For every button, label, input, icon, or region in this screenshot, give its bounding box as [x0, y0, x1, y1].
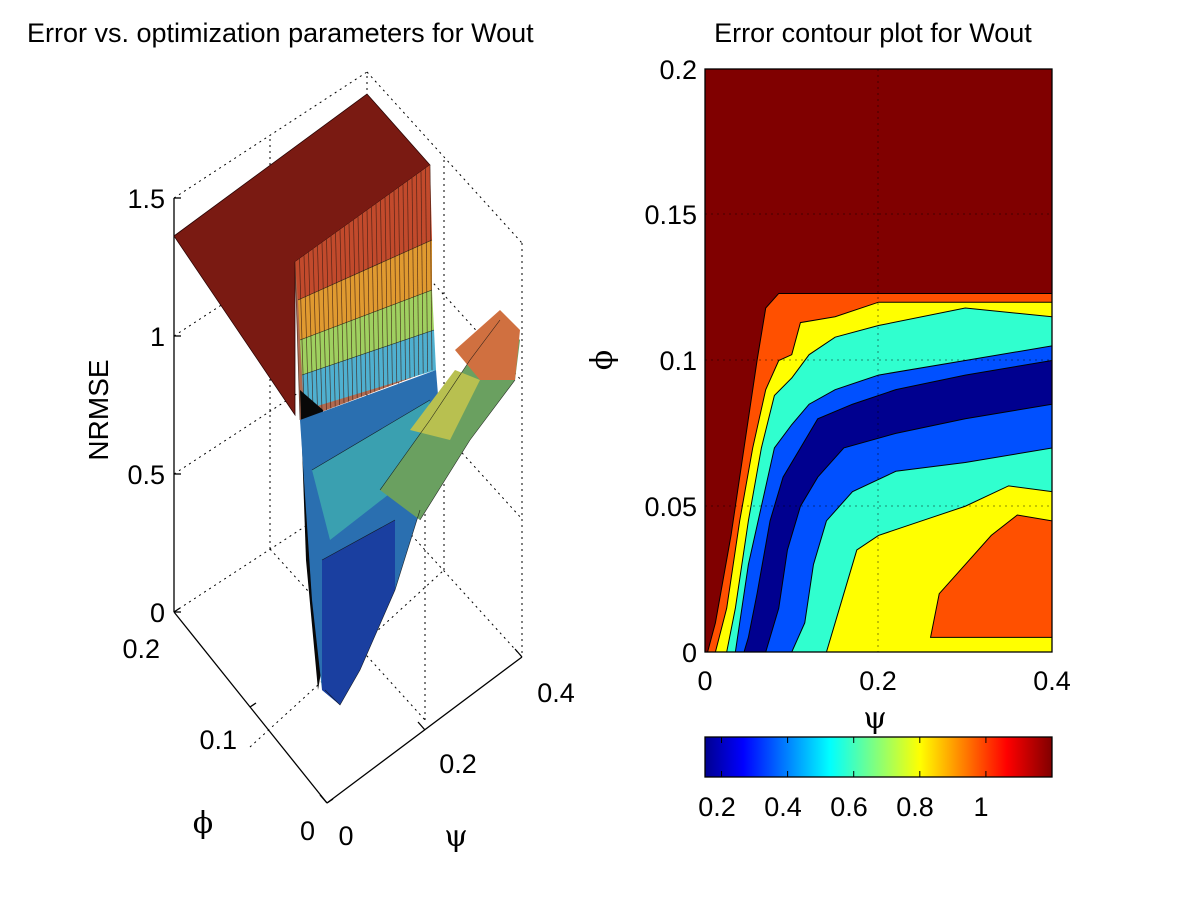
- contour-grid: [705, 69, 1052, 652]
- surface-mesh-line: [317, 245, 323, 412]
- y-tick-label: 0: [300, 816, 315, 846]
- colorbar-tick-label: 1: [973, 792, 988, 822]
- surface-mesh-line: [335, 232, 340, 406]
- x-tick-label: 0.2: [439, 749, 477, 779]
- x-tick-label: 0.4: [537, 678, 575, 708]
- surface-mesh-line: [380, 200, 384, 389]
- contour-x-ticks: 0 0.2 0.4: [697, 666, 1070, 696]
- surface-mesh-line: [301, 329, 435, 376]
- y-tick-label: 0.1: [659, 346, 697, 376]
- surface-mesh-line: [420, 171, 424, 374]
- surface-x-ticks: 0 0.2 0.4: [338, 678, 574, 851]
- surface-mesh-line: [321, 519, 396, 561]
- surface-mesh-line: [330, 236, 336, 407]
- surface-mesh-line: [371, 207, 376, 392]
- surface-mesh-line: [398, 187, 402, 382]
- surface-mesh-line: [339, 229, 345, 404]
- surface-mesh-line: [366, 210, 371, 394]
- surface-y-ticks: 0 0.1 0.2: [122, 634, 315, 846]
- contour-xlabel: ψ: [863, 701, 887, 736]
- colorbar-tick-label: 0.2: [698, 792, 736, 822]
- surface-valley-low: [322, 520, 395, 705]
- surface-mesh-line: [294, 261, 301, 421]
- surface-mesh-line: [375, 203, 380, 391]
- surface-mesh-line: [389, 194, 393, 386]
- surface-axes: [173, 197, 523, 804]
- surface-mesh-line: [429, 164, 433, 371]
- surface-mesh-line: [411, 177, 415, 377]
- surface-mesh-line: [362, 213, 367, 396]
- colorbar-tick-label: 0.6: [830, 792, 868, 822]
- x-tick-label: 0: [338, 821, 353, 851]
- contour-frame: [704, 68, 1053, 653]
- contour-region-level-5: [929, 514, 1052, 638]
- y-tick-label: 0.2: [122, 634, 160, 664]
- surface-mesh-line: [379, 319, 501, 491]
- surface-mesh-line: [311, 399, 431, 471]
- y-tick-label: 0.15: [644, 200, 697, 230]
- surface-mesh-line: [308, 252, 314, 416]
- colorbar-gradient: [704, 736, 1053, 778]
- surface-mesh-line: [419, 379, 516, 521]
- surface-mesh-line: [353, 219, 358, 399]
- z-tick-label: 1: [150, 322, 165, 352]
- surface-mesh-line: [326, 239, 332, 409]
- surface-mesh-line: [348, 223, 354, 401]
- contour-plot: Error contour plot for Wout 0 0.05: [585, 18, 1071, 822]
- surface-mesh-line: [344, 226, 349, 402]
- surface-mesh-line: [425, 168, 428, 372]
- surface-mesh-line: [312, 249, 318, 414]
- surface-mesh-line: [299, 258, 305, 419]
- surface-title: Error vs. optimization parameters for Wo…: [27, 18, 534, 48]
- surface-mesh-line: [357, 216, 362, 397]
- surface-mesh-line: [402, 184, 406, 381]
- contour-ylabel: ϕ: [585, 350, 620, 370]
- contour-y-ticks: 0 0.05 0.1 0.15 0.2: [644, 55, 697, 668]
- surface-mesh-line: [321, 242, 327, 411]
- colorbar: 0.2 0.4 0.6 0.8 1: [698, 736, 1053, 822]
- surface-z-ticks: 0 0.5 1 1.5: [127, 184, 165, 628]
- y-tick-label: 0.05: [644, 492, 697, 522]
- surface-ridge-high: [455, 310, 520, 380]
- z-tick-label: 0: [150, 598, 165, 628]
- z-tick-label: 0.5: [127, 460, 165, 490]
- surface-valley-mid: [312, 400, 430, 540]
- y-tick-label: 0.2: [659, 55, 697, 85]
- x-tick-label: 0: [697, 666, 712, 696]
- surface-mesh-line: [324, 509, 421, 706]
- surface-mesh-line: [303, 255, 310, 417]
- colorbar-tick-label: 0.8: [896, 792, 934, 822]
- surface-ylabel: ϕ: [193, 806, 213, 841]
- surface-mesh-line: [384, 197, 389, 387]
- colorbar-tick-label: 0.4: [764, 792, 802, 822]
- surface-mesh-line: [416, 174, 420, 376]
- surface-mesh-line: [393, 190, 398, 384]
- contour-title: Error contour plot for Wout: [714, 18, 1032, 48]
- surface-plot: Error vs. optimization parameters for Wo…: [27, 18, 575, 854]
- x-tick-label: 0.4: [1033, 666, 1071, 696]
- surface-mesh-line: [297, 239, 433, 301]
- y-tick-label: 0: [682, 638, 697, 668]
- y-tick-label: 0.1: [199, 725, 237, 755]
- surface-ridge-mid: [410, 370, 480, 440]
- surface-mesh-line: [407, 181, 411, 379]
- x-tick-label: 0.2: [859, 666, 897, 696]
- contour-fill: [705, 69, 1052, 652]
- surface-mesh: [173, 93, 520, 706]
- surface-mesh-line: [299, 289, 433, 341]
- surface-zlabel: NRMSE: [83, 359, 114, 460]
- surface-xlabel: ψ: [444, 819, 468, 854]
- z-tick-label: 1.5: [127, 184, 165, 214]
